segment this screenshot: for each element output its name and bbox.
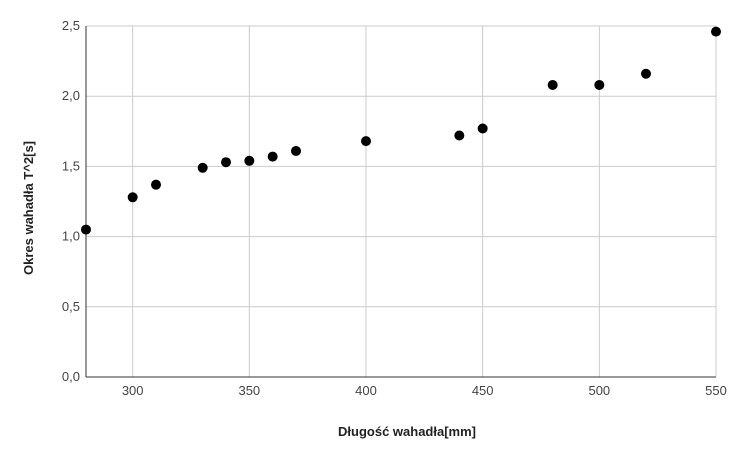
- data-point: [547, 79, 558, 90]
- x-tick-label: 350: [238, 383, 260, 398]
- data-points: [81, 26, 721, 235]
- axes: [85, 26, 716, 378]
- grid: [86, 25, 717, 377]
- data-point: [711, 26, 721, 37]
- y-tick-label: 0,0: [62, 369, 80, 384]
- data-point: [267, 151, 278, 162]
- y-tick-label: 2,0: [62, 88, 80, 103]
- data-point: [477, 123, 488, 134]
- data-point: [361, 136, 371, 147]
- data-point: [244, 155, 255, 166]
- data-point: [454, 130, 465, 141]
- data-point: [81, 224, 91, 235]
- data-point: [641, 68, 651, 79]
- x-tick-label: 500: [588, 383, 610, 398]
- y-tick-label: 1,5: [62, 158, 80, 173]
- y-tick-label: 0,5: [62, 299, 80, 314]
- y-axis-label: Okres wahadła T^2[s]: [21, 141, 36, 275]
- x-axis-label: Długość wahadła[mm]: [338, 424, 476, 439]
- data-point: [594, 79, 605, 90]
- x-tick-label: 300: [122, 383, 144, 398]
- data-point: [221, 157, 231, 168]
- data-point: [291, 145, 301, 156]
- x-tick-label: 450: [472, 383, 494, 398]
- y-tick-label: 1,0: [62, 229, 80, 244]
- data-point: [127, 192, 138, 203]
- x-tick-label: 550: [705, 383, 727, 398]
- x-tick-label: 400: [355, 383, 377, 398]
- data-point: [197, 162, 208, 173]
- tick-labels: 0,0 0,5 1,0 1,5 2,0 2,5 300 350 400 450 500 550: [62, 18, 727, 398]
- y-tick-label: 2,5: [62, 18, 80, 33]
- data-point: [151, 179, 161, 190]
